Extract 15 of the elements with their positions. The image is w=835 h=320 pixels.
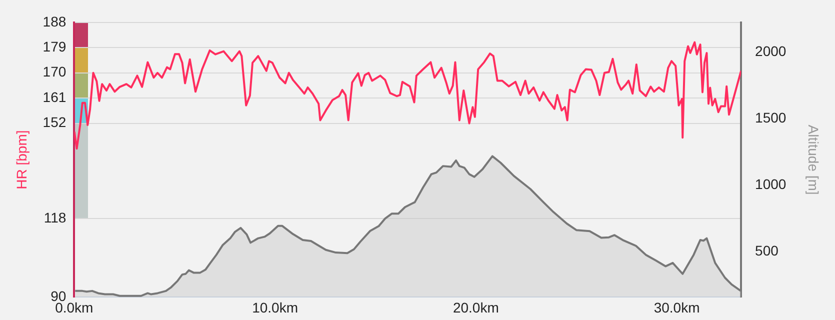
y-tick-label: 170: [42, 64, 66, 80]
y2-tick-label: 1500: [755, 109, 786, 126]
y2-tick-label: 2000: [755, 42, 786, 59]
y2-tick-label: 1000: [755, 176, 786, 192]
y-tick-label: 161: [42, 88, 66, 105]
y-axis-title: HR [bpm]: [13, 130, 30, 190]
y-tick-label: 179: [42, 38, 66, 54]
y2-tick-label: 500: [755, 242, 779, 259]
y-tick-label: 188: [42, 13, 66, 30]
x-tick-label: 10.0km: [252, 299, 298, 316]
x-tick-label: 20.0km: [452, 299, 499, 316]
y-tick-label: 152: [42, 114, 66, 130]
x-tick-label: 30.0km: [654, 299, 700, 316]
y-tick-label: 118: [44, 210, 66, 226]
y2-axis-title: Altitude [m]: [806, 124, 822, 195]
